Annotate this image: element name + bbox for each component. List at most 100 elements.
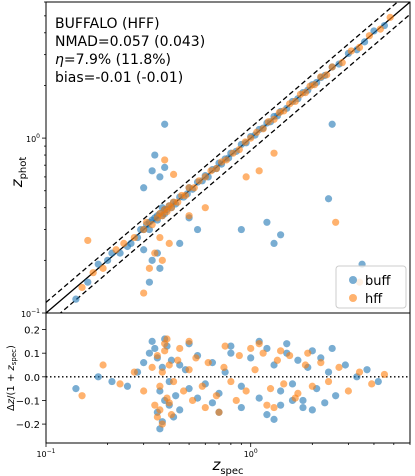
main-scatter-points: [72, 13, 394, 303]
point-hff: [140, 289, 148, 297]
point-hff: [142, 218, 151, 226]
point-hff: [242, 173, 250, 181]
point-buff: [363, 366, 371, 374]
residual-ticks: −0.2 −0.1 0.0 0.1 0.2 10−1 100: [16, 326, 411, 459]
point-buff: [255, 394, 263, 402]
point-buff: [277, 401, 285, 409]
point-hff: [163, 335, 171, 343]
point-hff: [84, 236, 92, 245]
point-buff: [328, 120, 336, 128]
point-hff: [253, 128, 261, 136]
point-buff: [151, 151, 159, 159]
point-hff: [277, 347, 285, 355]
point-hff: [270, 115, 278, 123]
residual-axes-frame: [45, 312, 411, 444]
point-buff: [108, 377, 116, 386]
y-tick-label: 100: [26, 133, 40, 144]
point-hff: [232, 396, 240, 405]
point-buff: [176, 239, 184, 247]
point-buff: [156, 173, 164, 181]
point-buff: [94, 260, 102, 268]
point-hff: [153, 351, 161, 360]
point-hff: [251, 366, 259, 374]
point-hff: [335, 363, 343, 371]
point-hff: [241, 138, 249, 146]
point-hff: [259, 349, 267, 357]
point-buff: [270, 239, 278, 247]
point-buff: [277, 231, 285, 239]
point-hff: [235, 145, 243, 154]
main-y-ticks: 10−1 100: [21, 1, 46, 319]
point-buff: [321, 399, 329, 407]
point-hff: [291, 394, 299, 402]
point-hff: [99, 361, 107, 369]
point-hff: [355, 43, 364, 52]
point-hff: [270, 403, 278, 412]
point-hff: [190, 184, 198, 192]
point-buff: [288, 380, 297, 388]
point-hff: [286, 100, 294, 108]
point-hff: [169, 170, 178, 179]
residual-y-tick-label: −0.2: [16, 420, 40, 431]
point-hff: [174, 356, 182, 364]
point-hff: [185, 212, 193, 220]
point-buff: [176, 406, 184, 414]
point-buff: [140, 184, 148, 192]
point-hff: [215, 408, 223, 416]
residual-y-tick-label: 0.2: [24, 326, 40, 337]
point-hff: [130, 233, 138, 242]
point-buff: [193, 225, 202, 234]
point-hff: [266, 385, 275, 393]
x-axis-label: zspec: [211, 456, 243, 476]
point-buff: [237, 225, 245, 234]
point-buff: [294, 356, 302, 364]
point-buff: [148, 337, 156, 345]
point-hff: [291, 97, 299, 106]
point-hff: [99, 264, 107, 272]
point-hff: [165, 399, 173, 407]
point-hff: [301, 361, 309, 369]
point-buff: [370, 27, 378, 35]
point-hff: [227, 377, 235, 386]
point-hff: [145, 264, 154, 272]
stats-annotation: BUFFALO (HFF) NMAD=0.057 (0.043) η=7.9% …: [55, 16, 205, 86]
point-hff: [324, 377, 333, 386]
point-buff: [237, 403, 245, 412]
point-buff: [299, 396, 307, 405]
point-hff: [148, 363, 156, 371]
point-buff: [127, 239, 135, 247]
point-hff: [188, 396, 197, 405]
point-buff: [324, 368, 333, 376]
legend-marker-hff: [349, 294, 357, 302]
point-buff: [72, 385, 80, 393]
point-hff: [165, 239, 173, 247]
stats-eta-symbol: η: [55, 52, 64, 68]
point-hff: [130, 368, 138, 376]
point-hff: [185, 337, 193, 345]
legend-label-buff: buff: [365, 274, 391, 289]
x-tick-label: 100: [244, 448, 258, 459]
point-hff: [344, 387, 352, 395]
point-hff: [158, 212, 166, 220]
point-buff: [104, 256, 112, 264]
point-hff: [185, 366, 193, 374]
point-hff: [158, 256, 166, 264]
point-buff: [332, 392, 340, 400]
point-hff: [380, 370, 389, 379]
point-hff: [376, 25, 384, 33]
point-buff: [94, 373, 102, 381]
residual-y-tick-label: −0.1: [16, 396, 40, 407]
point-buff: [140, 359, 148, 367]
point-hff: [158, 368, 166, 376]
point-hff: [161, 347, 169, 355]
residual-y-tick-label: 0.1: [24, 349, 40, 360]
point-buff: [185, 385, 193, 393]
point-hff: [174, 198, 182, 206]
residual-scatter-points: [72, 335, 389, 433]
point-hff: [167, 204, 176, 212]
point-hff: [167, 411, 176, 419]
point-hff: [242, 387, 250, 395]
residual-y-tick-label: 0.0: [24, 373, 40, 384]
point-hff: [247, 134, 255, 142]
